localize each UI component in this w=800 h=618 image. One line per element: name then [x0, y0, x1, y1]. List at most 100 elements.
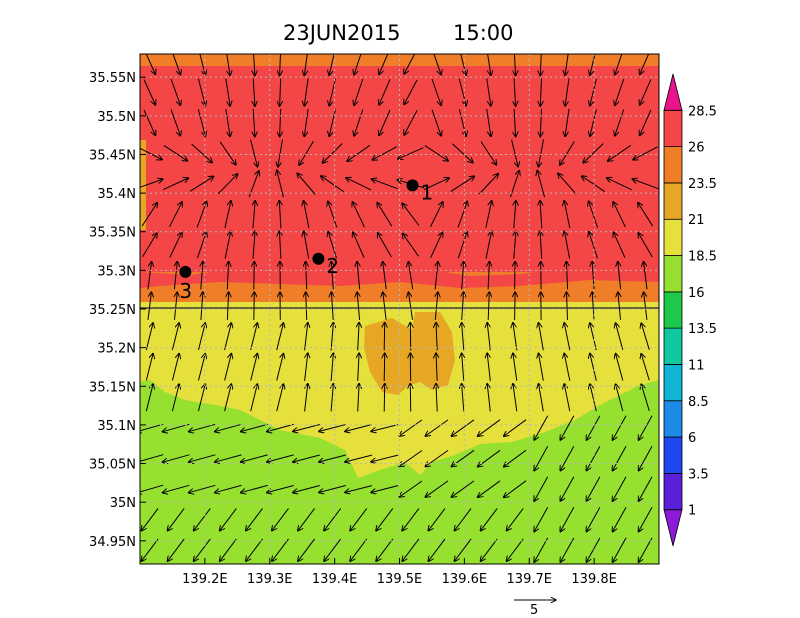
wind-vector	[565, 54, 569, 76]
y-tick-label-12: 34.95N	[89, 535, 136, 550]
wind-vector	[486, 78, 491, 106]
wind-vector	[404, 79, 418, 105]
wind-vector	[227, 292, 228, 320]
wind-vector	[457, 232, 467, 259]
wind-vector	[586, 537, 601, 562]
wind-vector	[171, 323, 179, 351]
wind-vector	[425, 419, 449, 436]
wind-vector	[147, 262, 152, 290]
wind-vector	[352, 202, 365, 228]
wind-vector	[607, 178, 633, 191]
wind-vector	[371, 485, 399, 493]
wind-vector	[485, 231, 492, 259]
wind-vector	[460, 54, 466, 75]
wind-vector	[253, 108, 255, 137]
wind-vector	[215, 484, 242, 492]
wind-vector	[267, 454, 294, 462]
wind-vector	[615, 54, 623, 76]
wind-vector	[436, 353, 437, 381]
x-tick-label-4: 139.6E	[442, 572, 487, 587]
wind-vector	[428, 508, 446, 530]
wind-vector	[462, 323, 464, 351]
wind-vector	[638, 233, 653, 258]
wind-vector	[641, 354, 650, 381]
wind-vector	[403, 233, 420, 257]
wind-vector	[462, 353, 464, 381]
wind-vector	[539, 323, 544, 351]
wind-vector	[586, 446, 601, 471]
wind-vector	[250, 323, 258, 351]
wind-vector	[430, 232, 443, 258]
wind-vector	[354, 78, 364, 106]
y-tick-label-2: 35.45N	[89, 148, 136, 163]
wind-vector	[399, 480, 423, 497]
wind-vector	[435, 292, 438, 320]
wind-vector	[638, 446, 653, 471]
wind-vector	[345, 454, 373, 462]
wind-vector	[504, 480, 527, 498]
wind-vector	[402, 508, 420, 530]
wind-vector	[371, 424, 399, 432]
wind-vector	[534, 476, 549, 502]
wind-vector	[329, 108, 336, 136]
wind-vector	[429, 202, 443, 228]
wind-vector	[272, 538, 289, 561]
wind-vector	[586, 415, 601, 440]
wind-vector	[191, 143, 213, 163]
wind-vector	[632, 179, 659, 190]
wind-vector	[371, 454, 399, 462]
wind-vector	[590, 109, 597, 136]
wind-vector	[462, 261, 464, 290]
wind-vector	[227, 261, 228, 290]
wind-vector	[199, 54, 205, 75]
wind-vector	[194, 508, 211, 530]
wind-vector	[171, 384, 179, 412]
wind-vector	[589, 201, 599, 228]
wind-vector	[566, 261, 567, 290]
wind-vector	[408, 262, 414, 290]
field-yellow-band-west	[140, 300, 230, 372]
wind-vector	[615, 109, 625, 137]
wind-vector	[633, 146, 658, 160]
colorbar-label-11: 28.5	[688, 104, 717, 119]
wind-vector	[197, 78, 205, 106]
wind-vector	[383, 262, 387, 290]
wind-vector	[560, 446, 575, 471]
colorbar-segment-5	[663, 327, 683, 365]
wind-vector	[140, 484, 164, 493]
wind-vector	[539, 353, 544, 381]
wind-vector	[560, 415, 575, 440]
wind-vector	[304, 54, 308, 76]
wind-vector	[174, 262, 177, 290]
wind-vector	[298, 538, 316, 561]
wind-vector	[254, 292, 255, 320]
wind-vector	[640, 109, 652, 136]
wind-vector	[383, 292, 387, 320]
wind-vector	[564, 384, 571, 412]
wind-vector	[219, 141, 236, 165]
wind-vector	[487, 353, 491, 381]
wind-vector	[324, 508, 342, 530]
y-tick-label-10: 35.05N	[89, 458, 136, 473]
wind-vector	[402, 203, 420, 226]
wind-vector	[513, 353, 518, 381]
colorbar-segment-2	[663, 436, 683, 474]
wind-vector	[280, 108, 281, 137]
wind-vector	[638, 476, 653, 502]
wind-vector	[304, 201, 310, 229]
wind-vector	[354, 109, 364, 137]
wind-vector	[608, 144, 631, 161]
wind-vector	[504, 419, 527, 437]
wind-vector	[371, 179, 398, 190]
vector-reference: 5	[514, 600, 556, 618]
wind-vector	[640, 54, 650, 75]
y-tick-label-7: 35.2N	[97, 342, 136, 357]
wind-vector	[590, 323, 597, 351]
wind-vector	[478, 419, 501, 437]
wind-vector	[140, 147, 162, 160]
wind-vector	[558, 173, 577, 195]
wind-vector	[220, 538, 237, 561]
wind-vector	[425, 449, 449, 466]
colorbar-segment-6	[663, 291, 683, 329]
wind-vector	[488, 261, 489, 290]
